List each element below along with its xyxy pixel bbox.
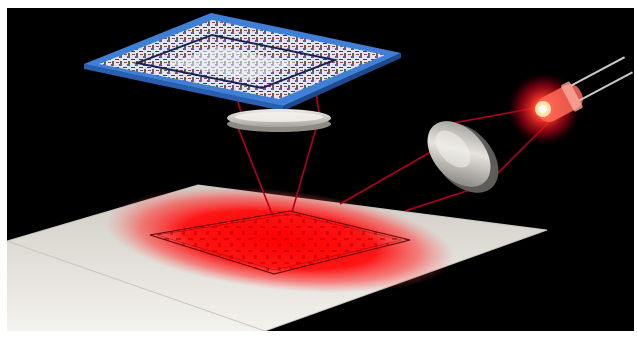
led-light-source <box>508 56 634 145</box>
illustration-scene <box>7 8 634 331</box>
optical-lithography-illustration <box>7 13 634 331</box>
projection-lens <box>227 109 331 132</box>
projected-pattern <box>149 210 411 275</box>
photomask-chip <box>84 13 401 111</box>
collimating-lens <box>427 121 499 193</box>
